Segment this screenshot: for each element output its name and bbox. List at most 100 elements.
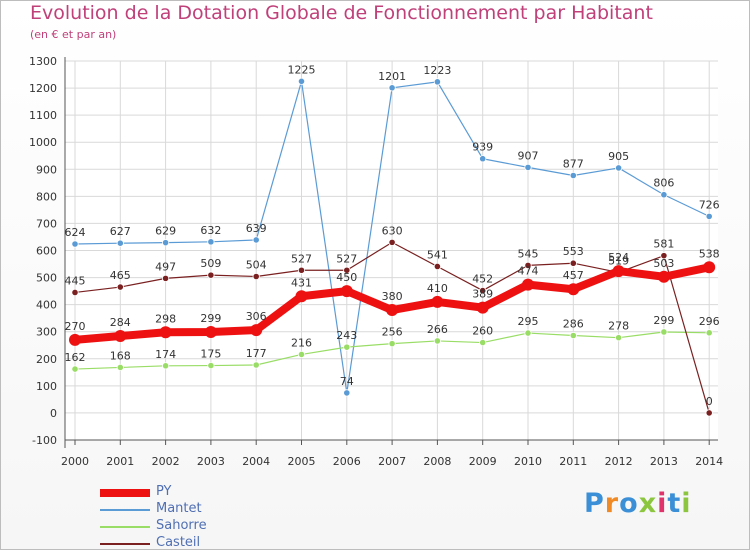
data-label-mantet: 629 [155,225,176,238]
legend-swatch-py [100,489,150,497]
data-point-py [703,261,716,274]
data-point-casteil [71,288,79,297]
data-point-sahorre [71,365,79,373]
data-label-py: 299 [200,312,221,325]
data-label-py: 380 [382,290,403,303]
data-point-py [476,301,489,314]
data-label-mantet: 627 [110,225,131,238]
data-point-mantet [660,191,668,199]
data-label-py: 450 [336,271,357,284]
data-label-py: 270 [65,320,86,333]
data-point-mantet [252,236,260,244]
data-point-py [250,324,263,337]
data-point-sahorre [524,329,532,337]
data-label-casteil: 497 [155,260,176,273]
data-label-sahorre: 256 [382,326,403,339]
data-point-mantet [71,240,79,248]
data-label-sahorre: 177 [246,347,267,360]
data-label-casteil: 504 [246,258,267,271]
data-label-sahorre: 299 [653,314,674,327]
x-tick-label: 2010 [514,455,542,468]
data-point-casteil [343,266,351,274]
x-tick-label: 2014 [695,455,723,468]
data-label-sahorre: 296 [699,315,720,328]
data-point-sahorre [660,328,668,336]
data-label-casteil: 581 [653,238,674,251]
data-label-py: 538 [699,247,720,260]
y-tick-label: 1000 [29,136,57,149]
data-point-py [567,283,580,296]
data-point-mantet [207,238,215,246]
data-label-casteil: 465 [110,269,131,282]
data-point-mantet [162,239,170,247]
data-label-py: 410 [427,282,448,295]
x-tick-label: 2001 [106,455,134,468]
data-label-py: 306 [246,310,267,323]
x-tick-label: 2013 [650,455,678,468]
data-label-sahorre: 260 [472,325,493,338]
data-label-py: 389 [472,288,493,301]
data-point-py [204,325,217,338]
data-point-sahorre [116,363,124,372]
logo-letter: x [638,488,658,519]
data-label-casteil: 545 [518,247,539,260]
data-label-mantet: 939 [472,141,493,154]
data-label-casteil: 0 [706,395,713,408]
legend-swatch-mantet [100,509,150,511]
y-tick-label: 900 [36,163,57,176]
data-point-sahorre [252,361,260,369]
data-label-sahorre: 266 [427,323,448,336]
data-point-mantet [524,163,532,171]
legend-label-py: PY [156,484,172,499]
logo-letter: i [681,488,692,519]
data-label-casteil: 553 [563,245,584,258]
data-label-mantet: 74 [340,375,354,388]
data-label-mantet: 1223 [423,64,451,77]
data-label-py: 474 [518,265,539,278]
y-tick-label: 1200 [29,82,57,95]
data-point-py [159,326,172,339]
data-point-casteil [116,283,124,291]
data-point-sahorre [614,334,623,342]
x-tick-label: 2005 [288,455,316,468]
data-label-mantet: 726 [699,198,720,211]
data-point-sahorre [479,338,487,347]
data-label-casteil: 445 [65,274,86,287]
x-tick-label: 2009 [469,455,497,468]
y-tick-label: 1300 [29,55,57,68]
data-label-sahorre: 175 [200,348,221,361]
x-tick-label: 2004 [242,455,270,468]
proxiti-logo: Proxiti [584,488,692,519]
data-label-casteil: 519 [608,254,629,267]
data-point-py [295,290,308,303]
data-point-mantet [116,239,124,247]
y-tick-label: 0 [50,407,57,420]
chart-title: Evolution de la Dotation Globale de Fonc… [30,2,653,24]
data-label-py: 431 [291,276,312,289]
data-label-casteil: 452 [472,273,493,286]
data-point-casteil [162,274,170,282]
data-point-mantet [343,389,351,397]
data-point-casteil [524,261,532,269]
data-label-mantet: 632 [200,224,221,237]
data-point-mantet [479,155,487,163]
data-point-sahorre [207,361,215,370]
data-point-sahorre [162,362,170,370]
y-tick-label: 700 [36,217,57,230]
data-point-py [612,265,625,278]
legend-swatch-casteil [100,543,150,545]
y-tick-label: 100 [36,380,57,393]
logo-letter: t [667,488,682,519]
data-point-py [657,270,670,283]
data-point-py [522,278,534,291]
data-point-casteil [705,409,713,417]
data-label-mantet: 1201 [378,70,406,83]
chart-subtitle: (en € et par an) [30,28,117,41]
data-label-casteil: 527 [291,252,312,265]
data-point-py [69,333,81,346]
data-label-casteil: 527 [336,252,357,265]
y-tick-label: 400 [36,299,57,312]
legend-label-mantet: Mantet [156,501,202,516]
logo-letter: r [604,488,620,519]
